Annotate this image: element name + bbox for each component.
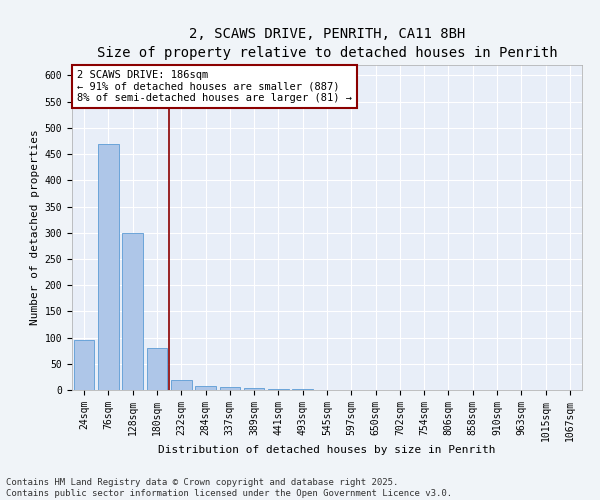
Bar	[146, 348, 167, 390]
Y-axis label: Number of detached properties: Number of detached properties	[31, 130, 40, 326]
Bar	[74, 340, 94, 390]
Bar	[171, 380, 191, 390]
Bar	[244, 388, 265, 390]
Title: 2, SCAWS DRIVE, PENRITH, CA11 8BH
Size of property relative to detached houses i: 2, SCAWS DRIVE, PENRITH, CA11 8BH Size o…	[97, 28, 557, 60]
Text: 2 SCAWS DRIVE: 186sqm
← 91% of detached houses are smaller (887)
8% of semi-deta: 2 SCAWS DRIVE: 186sqm ← 91% of detached …	[77, 70, 352, 103]
Bar	[220, 388, 240, 390]
Text: Contains HM Land Registry data © Crown copyright and database right 2025.
Contai: Contains HM Land Registry data © Crown c…	[6, 478, 452, 498]
Bar	[195, 386, 216, 390]
Bar	[98, 144, 119, 390]
X-axis label: Distribution of detached houses by size in Penrith: Distribution of detached houses by size …	[158, 445, 496, 455]
Bar	[122, 232, 143, 390]
